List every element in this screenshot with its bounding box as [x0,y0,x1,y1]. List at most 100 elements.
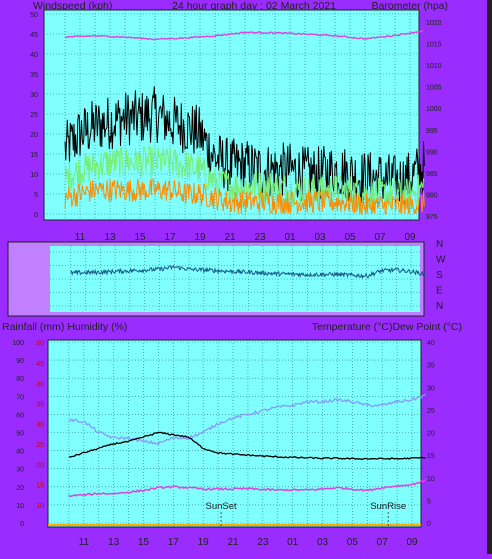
wind-average-series [64,177,425,215]
windspeed-tick-label: 40 [30,52,38,59]
windspeed-time-label: 11 [75,232,86,243]
climate-time-label: 17 [168,537,180,548]
humidity-tick-label: 100 [12,340,24,347]
barometer-tick-label: 985 [426,171,438,178]
barometer-tick-label: 1000 [426,106,442,113]
rainfall-tick-label: 45 [36,361,44,368]
humidity-tick-label: 50 [16,431,24,438]
barometer-tick-label: 995 [426,128,438,135]
climate-time-label: 07 [377,537,389,548]
humidity-tick-label: 80 [16,376,24,383]
humidity-series [68,393,426,446]
direction-label: N [436,301,443,312]
wind-speed-series [64,145,425,211]
windspeed-time-label: 07 [374,232,386,243]
climate-time-label: 13 [108,537,120,548]
windspeed-tick-label: 50 [30,12,38,19]
rainfall-tick-label: 35 [36,402,44,409]
climate-time-label: 09 [406,537,418,548]
temperature-tick-label: 35 [427,363,435,370]
climate-time-label: 15 [138,537,150,548]
windspeed-tick-label: 25 [30,112,38,119]
climate-time-label: 21 [227,537,239,548]
humidity-tick-label: 90 [16,358,24,365]
windspeed-time-label: 03 [314,232,326,243]
windspeed-time-label: 01 [284,232,296,243]
barometer-tick-label: 1020 [426,20,442,27]
chart-title: 24 hour graph day : 02 March 2021 [172,0,336,12]
sunrise-label: SunRise [370,501,406,512]
humidity-tick-label: 20 [16,485,24,492]
windspeed-tick-label: 35 [30,72,38,79]
rainfall-tick-label: 40 [36,381,44,388]
rainfall-tick-label: 25 [36,442,44,449]
humidity-tick-label: 10 [16,503,24,510]
climate-time-label: 11 [79,537,90,548]
rainfall-tick-label: 30 [36,422,44,429]
windspeed-time-label: 17 [164,232,176,243]
windspeed-tick-label: 30 [30,92,38,99]
barometer-tick-label: 990 [426,149,438,156]
direction-plot-area [50,246,420,312]
climate-time-label: 05 [347,537,359,548]
temperature-tick-label: 30 [427,385,435,392]
windspeed-time-label: 19 [194,232,206,243]
temperature-tick-label: 15 [427,453,435,460]
humidity-tick-label: 40 [16,449,24,456]
windspeed-time-label: 15 [134,232,146,243]
windspeed-axis-title: Windspeed (kph) [33,0,112,12]
wind-gust-series [64,86,425,208]
dew-point-series [68,479,426,498]
humidity-tick-label: 60 [16,412,24,419]
direction-label: S [436,270,443,281]
temperature-axis-title: Temperature (°C)Dew Point (°C) [312,321,462,333]
rainfall-tick-label: 20 [36,462,44,469]
sunset-label: SunSet [205,501,237,512]
temperature-tick-label: 20 [427,431,435,438]
barometer-tick-label: 1015 [426,42,442,49]
climate-plot-area [47,339,422,528]
window-edge [487,0,492,554]
temperature-series [68,431,426,461]
windspeed-tick-label: 10 [30,172,38,179]
temperature-tick-label: 5 [427,498,431,505]
windspeed-tick-label: 45 [30,32,38,39]
climate-time-label: 03 [317,537,329,548]
barometer-series [64,29,424,41]
climate-time-label: 01 [287,537,299,548]
windspeed-time-label: 21 [224,232,236,243]
barometer-axis-title: Barometer (hpa) [372,0,448,12]
direction-label: W [436,255,446,266]
climate-time-label: 23 [257,537,269,548]
windspeed-tick-label: 5 [34,192,38,199]
rain-humidity-axis-title: Rainfall (mm) Humidity (%) [2,321,127,333]
barometer-tick-label: 980 [426,192,438,199]
humidity-tick-label: 30 [16,467,24,474]
header-bar [0,0,492,10]
windspeed-tick-label: 20 [30,132,38,139]
wind-direction-series [70,264,426,280]
barometer-tick-label: 1005 [426,85,442,92]
windspeed-tick-label: 0 [34,212,38,219]
windspeed-time-label: 05 [344,232,356,243]
windspeed-time-label: 23 [254,232,266,243]
direction-label: N [436,239,443,250]
temperature-tick-label: 0 [427,521,431,528]
barometer-tick-label: 1010 [426,63,442,70]
direction-label: E [436,286,443,297]
windspeed-tick-label: 15 [30,152,38,159]
rainfall-tick-label: 15 [36,483,44,490]
windspeed-time-label: 13 [104,232,116,243]
rainfall-tick-label: 50 [36,341,44,348]
climate-time-label: 19 [198,537,210,548]
rainfall-tick-label: 10 [36,503,44,510]
temperature-tick-label: 40 [427,340,435,347]
humidity-tick-label: 0 [20,521,24,528]
temperature-tick-label: 25 [427,408,435,415]
humidity-tick-label: 70 [16,394,24,401]
temperature-tick-label: 10 [427,476,435,483]
barometer-tick-label: 975 [426,214,438,221]
windspeed-time-label: 09 [404,232,416,243]
